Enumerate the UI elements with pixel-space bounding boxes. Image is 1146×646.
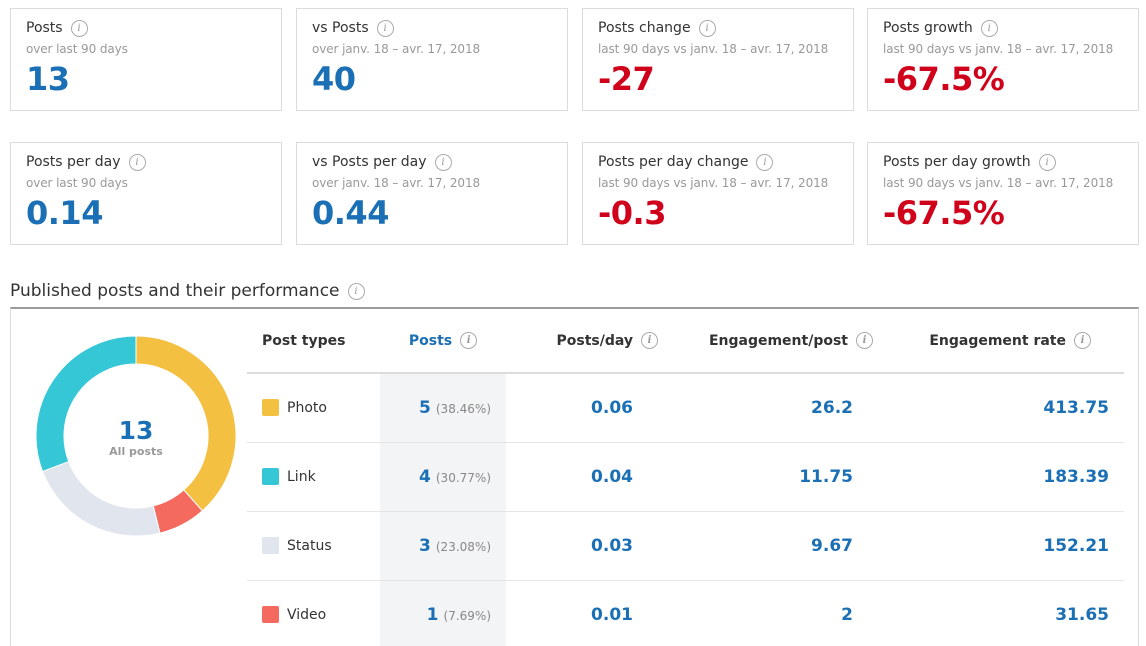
- posts-per-day-growth-card: Posts per day growth i last 90 days vs ja…: [867, 142, 1139, 245]
- posts-percent: (23.08%): [435, 539, 491, 554]
- card-title: Posts change: [598, 20, 691, 36]
- card-subtitle: over last 90 days: [26, 176, 128, 190]
- info-icon[interactable]: i: [1038, 153, 1056, 171]
- posts-count: 1: [426, 604, 439, 625]
- card-title: Posts per day: [26, 154, 121, 170]
- posts-count: 4: [419, 466, 431, 487]
- card-value: 40: [312, 60, 356, 98]
- engagement-per-post-value: 2: [841, 604, 853, 625]
- card-title: vs Posts: [312, 20, 369, 36]
- section-title: Published posts and their performance i: [10, 281, 365, 301]
- info-icon[interactable]: i: [347, 282, 365, 300]
- donut-label: All posts: [109, 445, 163, 458]
- table-header-row: Post types Posts i Posts/day i Engagement/…: [247, 309, 1124, 374]
- photo-swatch: [262, 399, 279, 417]
- posts-per-day-card: Posts per day i over last 90 days 0.14: [10, 142, 282, 245]
- header-label: Engagement rate: [929, 332, 1066, 349]
- card-value: -67.5%: [883, 60, 1005, 98]
- posts-count: 3: [419, 535, 431, 556]
- info-icon[interactable]: i: [980, 19, 998, 37]
- card-subtitle: last 90 days vs janv. 18 – avr. 17, 2018: [598, 176, 829, 190]
- card-subtitle: over janv. 18 – avr. 17, 2018: [312, 42, 481, 56]
- status-swatch: [262, 537, 279, 554]
- info-icon[interactable]: i: [460, 332, 478, 349]
- posts-percent: (30.77%): [435, 470, 491, 485]
- table-row: Photo 5 (38.46%) 0.06 26.2 413.75: [247, 373, 1124, 443]
- engagement-per-post-value: 11.75: [799, 466, 853, 487]
- card-subtitle: last 90 days vs janv. 18 – avr. 17, 2018: [883, 176, 1114, 190]
- engagement-rate-value: 183.39: [1043, 466, 1109, 487]
- engagement-rate-value: 413.75: [1043, 397, 1109, 418]
- header-posts-per-day[interactable]: Posts/day i: [506, 309, 666, 374]
- card-title: Posts per day change: [598, 154, 749, 170]
- posts-count: 5: [419, 397, 431, 418]
- table-row: Link 4 (30.77%) 0.04 11.75 183.39: [247, 442, 1124, 512]
- posts-growth-card: Posts growth i last 90 days vs janv. 18 –…: [867, 8, 1139, 111]
- performance-table: Post types Posts i Posts/day i Engagement/…: [247, 309, 1124, 646]
- header-posts[interactable]: Posts i: [380, 309, 506, 374]
- link-swatch: [262, 468, 279, 485]
- posts-percent: (7.69%): [443, 608, 491, 623]
- table-row: Video 1 (7.69%) 0.01 2 31.65: [247, 580, 1124, 646]
- post-type-label: Link: [287, 468, 316, 485]
- card-value: -67.5%: [883, 194, 1005, 232]
- posts-change-card: Posts change i last 90 days vs janv. 18 –…: [582, 8, 854, 111]
- header-engagement-per-post[interactable]: Engagement/post i: [666, 309, 906, 374]
- posts-per-day-value: 0.04: [591, 466, 633, 487]
- card-title: vs Posts per day: [312, 154, 427, 170]
- vs-posts-per-day-card: vs Posts per day i over janv. 18 – avr. 1…: [296, 142, 568, 245]
- performance-section: 13 All posts Post types Posts i Posts/day…: [10, 307, 1139, 646]
- card-value: 0.44: [312, 194, 389, 232]
- vs-posts-card: vs Posts i over janv. 18 – avr. 17, 2018 …: [296, 8, 568, 111]
- engagement-per-post-value: 26.2: [811, 397, 853, 418]
- info-icon[interactable]: i: [434, 153, 452, 171]
- post-type-label: Photo: [287, 399, 327, 416]
- posts-per-day-value: 0.01: [591, 604, 633, 625]
- card-subtitle: over janv. 18 – avr. 17, 2018: [312, 176, 481, 190]
- engagement-rate-value: 152.21: [1043, 535, 1109, 556]
- header-engagement-rate[interactable]: Engagement rate i: [906, 309, 1124, 374]
- card-title: Posts per day growth: [883, 154, 1031, 170]
- donut-total: 13: [118, 416, 154, 445]
- card-title: Posts growth: [883, 20, 973, 36]
- card-subtitle: over last 90 days: [26, 42, 128, 56]
- posts-percent: (38.46%): [435, 401, 491, 416]
- engagement-per-post-value: 9.67: [811, 535, 853, 556]
- donut-slice-link[interactable]: [35, 335, 137, 473]
- card-value: 0.14: [26, 194, 103, 232]
- post-type-label: Video: [287, 606, 327, 623]
- card-value: 13: [26, 60, 70, 98]
- section-title-text: Published posts and their performance: [10, 281, 340, 301]
- card-subtitle: last 90 days vs janv. 18 – avr. 17, 2018: [883, 42, 1114, 56]
- info-icon[interactable]: i: [376, 19, 394, 37]
- header-label: Engagement/post: [708, 332, 848, 349]
- card-title: Posts: [26, 20, 63, 36]
- info-icon[interactable]: i: [856, 332, 873, 349]
- video-swatch: [262, 606, 279, 623]
- card-value: -0.3: [598, 194, 666, 232]
- post-type-label: Status: [287, 537, 332, 554]
- info-icon[interactable]: i: [756, 153, 774, 171]
- header-label: Post types: [262, 332, 346, 349]
- header-label: Posts/day: [556, 332, 633, 349]
- info-icon[interactable]: i: [1074, 332, 1091, 349]
- engagement-rate-value: 31.65: [1055, 604, 1109, 625]
- donut-slice-status[interactable]: [41, 460, 161, 537]
- card-subtitle: last 90 days vs janv. 18 – avr. 17, 2018: [598, 42, 829, 56]
- card-value: -27: [598, 60, 655, 98]
- table-row: Status 3 (23.08%) 0.03 9.67 152.21: [247, 511, 1124, 581]
- info-icon[interactable]: i: [128, 153, 146, 171]
- posts-per-day-value: 0.03: [591, 535, 633, 556]
- donut-chart: [35, 335, 237, 537]
- info-icon[interactable]: i: [641, 332, 658, 349]
- header-label: Posts: [408, 332, 453, 349]
- header-post-types: Post types: [247, 309, 380, 374]
- info-icon[interactable]: i: [70, 19, 88, 37]
- posts-card: Posts i over last 90 days 13: [10, 8, 282, 111]
- donut-center: 13 All posts: [35, 416, 237, 459]
- posts-per-day-change-card: Posts per day change i last 90 days vs ja…: [582, 142, 854, 245]
- info-icon[interactable]: i: [698, 19, 716, 37]
- posts-per-day-value: 0.06: [591, 397, 633, 418]
